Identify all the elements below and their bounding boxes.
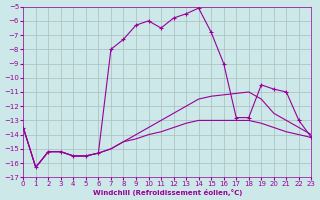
- X-axis label: Windchill (Refroidissement éolien,°C): Windchill (Refroidissement éolien,°C): [92, 189, 242, 196]
